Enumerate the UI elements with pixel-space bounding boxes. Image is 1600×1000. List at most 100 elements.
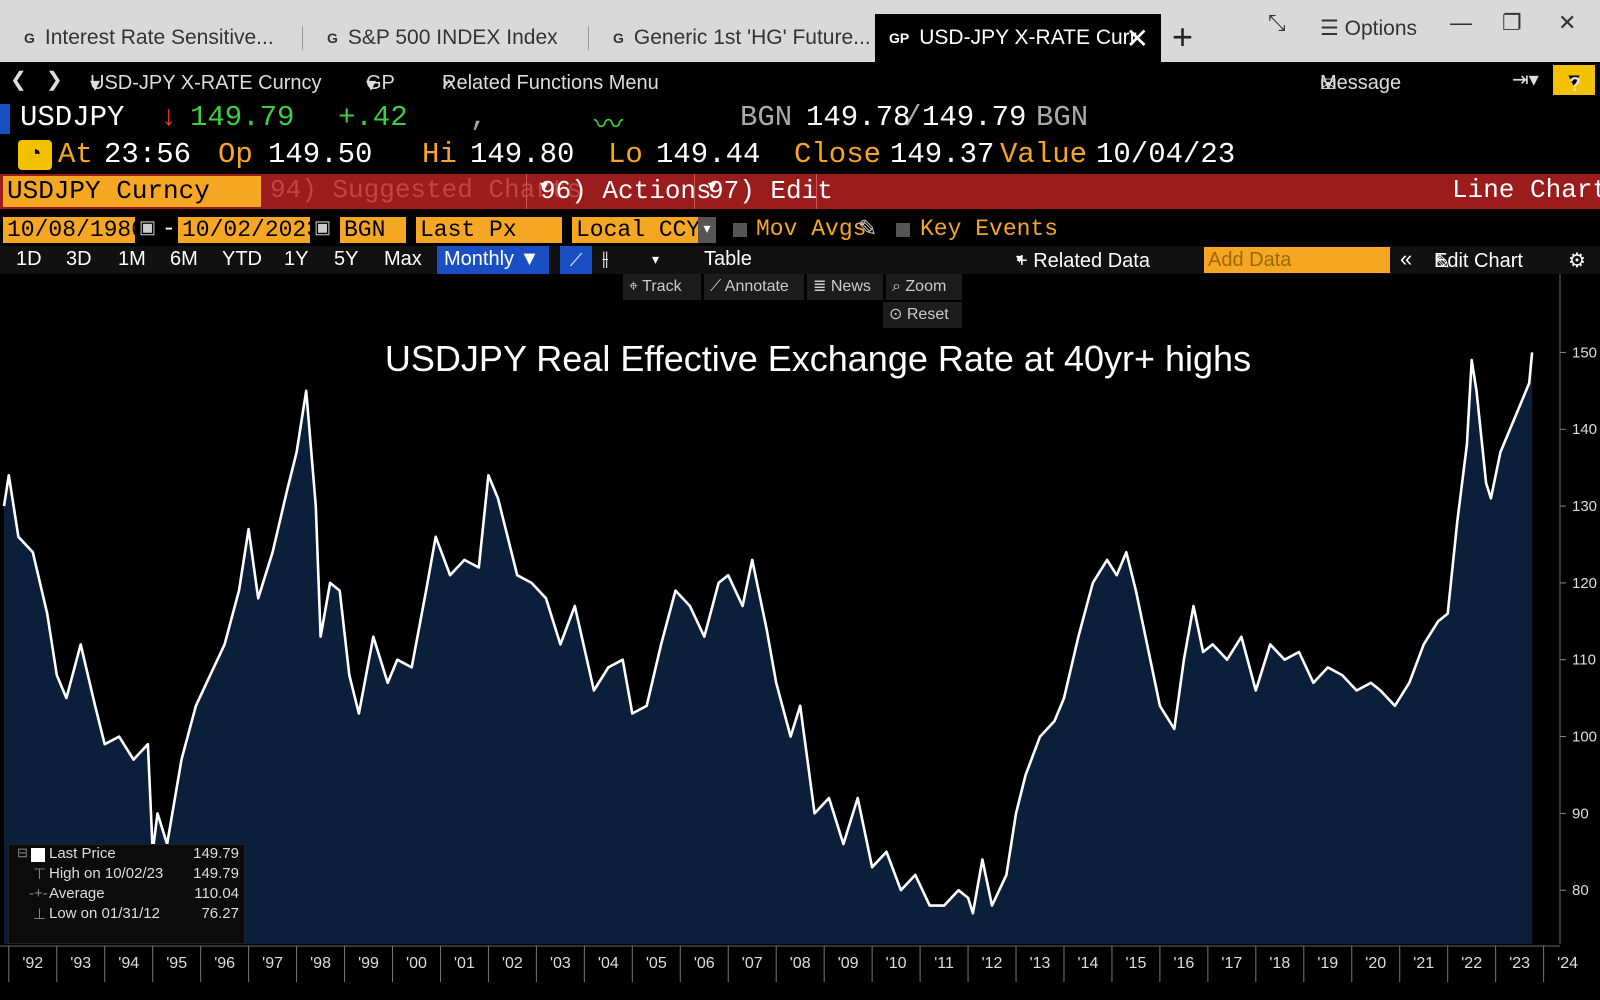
low-marker-icon: ⊥ <box>33 906 47 923</box>
export-icon[interactable]: ⇥▾ <box>1512 69 1539 91</box>
toolbar: ❮ ❯ USD-JPY X-RATE Curncy ▾ GP ▾ Related… <box>0 62 1600 97</box>
collapse-panel-icon[interactable]: « <box>1400 246 1413 271</box>
zoom-label: Zoom <box>905 278 947 295</box>
chevron-down-icon: ▾ <box>366 74 377 96</box>
open-label: Op <box>218 138 253 171</box>
period-max[interactable]: Max <box>384 248 422 270</box>
tab-prefix: G <box>24 30 35 46</box>
options-button[interactable]: ☰ Options <box>1320 16 1417 41</box>
back-icon[interactable]: ❮ <box>10 69 27 91</box>
last-price: 149.79 <box>190 101 295 134</box>
y-tick-label: 110 <box>1572 652 1596 669</box>
window-close-icon[interactable]: ✕ <box>1558 10 1577 35</box>
chevron-down-icon[interactable]: ▾ <box>652 251 660 267</box>
bid-ask-separator: / <box>904 101 922 134</box>
x-tick-label: '05 <box>646 955 667 972</box>
x-tick-label: '21 <box>1413 955 1434 972</box>
frequency-selector[interactable] <box>437 246 549 274</box>
chevron-down-icon: ▾ <box>1016 250 1024 266</box>
field-selector[interactable]: Last Px <box>416 217 562 243</box>
pencil-icon[interactable]: ✎ <box>858 217 878 243</box>
options-label: Options <box>1344 17 1418 40</box>
bid-price: 149.78 <box>806 101 911 134</box>
series-line <box>2 352 1534 915</box>
sparkline-icon: 〰 <box>594 110 624 143</box>
tab-prefix: G <box>613 30 624 46</box>
calendar-icon[interactable]: ▣ <box>314 219 332 239</box>
x-tick-label: '01 <box>454 955 475 972</box>
period-6m[interactable]: 6M <box>170 248 198 270</box>
tab-sp500[interactable]: G S&P 500 INDEX Index <box>303 14 589 62</box>
add-data-input[interactable]: Add Data <box>1204 247 1390 273</box>
legend-last: Last Price 149.79 <box>49 845 239 865</box>
calendar-icon[interactable]: ▣ <box>139 219 157 239</box>
maximize-icon[interactable]: ❐ <box>1502 10 1522 35</box>
track-button[interactable]: ⌖ Track <box>623 274 701 300</box>
chevron-down-icon: ▾ <box>708 178 717 196</box>
period-1m[interactable]: 1M <box>118 248 146 270</box>
gear-icon[interactable]: ⚙ <box>1568 250 1586 272</box>
legend-high-label: High on 10/02/23 <box>49 865 164 882</box>
news-button[interactable]: ≣ News <box>807 274 883 300</box>
suggested-charts-button[interactable]: 94) Suggested Charts <box>270 175 583 205</box>
start-date-field[interactable]: 10/08/1980 <box>3 217 135 243</box>
forward-icon[interactable]: ❯ <box>46 69 63 91</box>
table-button[interactable]: Table <box>704 248 752 270</box>
x-tick-label: '23 <box>1509 955 1530 972</box>
chevron-down-icon[interactable]: ▾ <box>698 217 716 243</box>
security-field[interactable]: USDJPY Curncy <box>3 176 261 207</box>
pencil-icon: ✎ <box>1434 252 1451 274</box>
chevron-down-icon: ▾ <box>90 74 101 96</box>
candlestick-icon[interactable]: ⫲ <box>602 248 609 270</box>
period-ytd[interactable]: YTD <box>222 248 262 270</box>
y-tick-label: 80 <box>1572 882 1589 899</box>
key-events-checkbox[interactable] <box>896 223 910 237</box>
annotate-button[interactable]: ⟋ Annotate <box>704 274 804 300</box>
chevron-down-icon: ▾ <box>540 178 549 196</box>
period-5y[interactable]: 5Y <box>334 248 359 270</box>
command-bar: USDJPY Curncy 94) Suggested Charts 96) A… <box>0 174 1600 209</box>
collapse-icon[interactable]: ⊟ <box>17 845 28 860</box>
x-tick-label: '96 <box>214 955 235 972</box>
x-tick-label: '15 <box>1125 955 1146 972</box>
close-icon[interactable]: ✕ <box>1125 23 1149 54</box>
tick-icon: , <box>470 101 488 134</box>
x-tick-label: '95 <box>166 955 187 972</box>
net-change: +.42 <box>338 101 408 134</box>
period-row: 1D 3D 1M 6M YTD 1Y 5Y Max Monthly ▼ ⟋ ⫲ … <box>0 246 1600 274</box>
edit-chart-label: Edit Chart <box>1434 250 1523 272</box>
period-1y[interactable]: 1Y <box>284 248 309 270</box>
x-tick-label: '19 <box>1317 955 1338 972</box>
close-label: Close <box>794 138 882 171</box>
tab-interest-rate[interactable]: G Interest Rate Sensitive... <box>0 14 303 62</box>
x-tick-label: '97 <box>262 955 283 972</box>
help-button[interactable]: ? ▾ <box>1553 65 1595 96</box>
tab-hg-future[interactable]: G Generic 1st 'HG' Future... <box>589 14 875 62</box>
actions-label: 96) Actions <box>540 176 712 206</box>
end-date-field[interactable]: 10/02/2023 <box>178 217 310 243</box>
legend-swatch <box>31 848 45 862</box>
mov-avgs-checkbox[interactable] <box>733 223 747 237</box>
minimize-icon[interactable]: — <box>1450 10 1472 35</box>
menu-label: Related Functions Menu <box>442 72 659 94</box>
x-tick-label: '24 <box>1557 955 1578 972</box>
new-tab-button[interactable]: + <box>1172 16 1194 57</box>
x-tick-label: '04 <box>598 955 619 972</box>
x-tick-label: '94 <box>118 955 139 972</box>
period-3d[interactable]: 3D <box>66 248 92 270</box>
x-tick-label: '07 <box>742 955 763 972</box>
reset-button[interactable]: ⊙ Reset <box>883 302 962 328</box>
currency-selector[interactable]: Local CCY <box>572 217 698 243</box>
tab-usdjpy[interactable]: GP USD-JPY X-RATE Curr ✕ <box>875 14 1161 62</box>
news-label: News <box>830 278 871 295</box>
quote-row: USDJPY ↓ 149.79 +.42 , 〰 BGN 149.78 / 14… <box>0 101 1600 143</box>
period-1d[interactable]: 1D <box>16 248 42 270</box>
pricing-source-field[interactable]: BGN <box>340 217 406 243</box>
zoom-button[interactable]: ⌕ Zoom <box>886 274 962 300</box>
legend-last-value: 149.79 <box>193 845 239 862</box>
tab-label: S&P 500 INDEX Index <box>347 26 558 49</box>
line-chart-icon[interactable]: ⟋ <box>560 246 592 274</box>
collapse-icon[interactable]: ⤡ <box>1268 10 1286 35</box>
x-tick-label: '03 <box>550 955 571 972</box>
x-tick-label: '93 <box>70 955 91 972</box>
